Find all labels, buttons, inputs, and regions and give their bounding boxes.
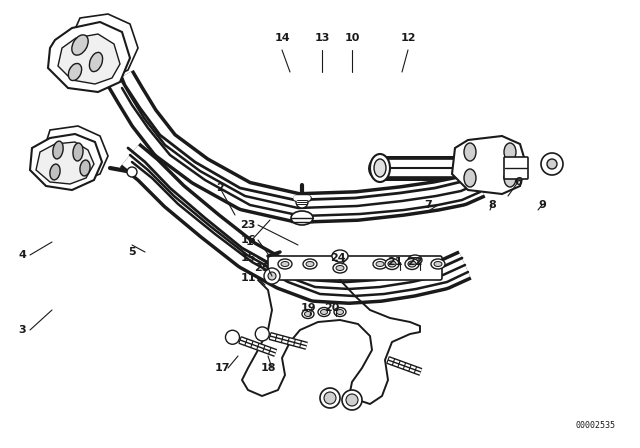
Ellipse shape — [431, 259, 445, 269]
Ellipse shape — [405, 258, 419, 270]
Ellipse shape — [291, 211, 313, 225]
Text: 8: 8 — [488, 200, 496, 210]
Ellipse shape — [333, 263, 347, 273]
Text: 14: 14 — [274, 33, 290, 43]
FancyBboxPatch shape — [268, 256, 442, 280]
Circle shape — [547, 159, 557, 169]
Polygon shape — [68, 14, 138, 80]
Ellipse shape — [434, 262, 442, 267]
Text: 12: 12 — [400, 33, 416, 43]
Ellipse shape — [303, 259, 317, 269]
Circle shape — [255, 327, 269, 341]
Circle shape — [127, 167, 137, 177]
Ellipse shape — [80, 160, 90, 176]
Ellipse shape — [334, 307, 346, 316]
Ellipse shape — [504, 169, 516, 187]
Text: 15: 15 — [240, 253, 256, 263]
Ellipse shape — [408, 261, 416, 267]
Text: 17: 17 — [214, 363, 230, 373]
Circle shape — [324, 392, 336, 404]
Ellipse shape — [72, 35, 88, 55]
Text: 2: 2 — [216, 183, 224, 193]
Polygon shape — [30, 134, 102, 190]
Ellipse shape — [68, 64, 82, 81]
Ellipse shape — [302, 310, 314, 319]
Polygon shape — [40, 126, 108, 182]
Text: 24: 24 — [330, 253, 346, 263]
Ellipse shape — [374, 159, 386, 177]
Ellipse shape — [278, 259, 292, 269]
Ellipse shape — [376, 262, 384, 267]
Ellipse shape — [388, 261, 396, 267]
Ellipse shape — [281, 262, 289, 267]
Text: 21: 21 — [387, 257, 403, 267]
Circle shape — [342, 390, 362, 410]
Circle shape — [296, 196, 308, 208]
Text: 3: 3 — [18, 325, 26, 335]
Circle shape — [346, 394, 358, 406]
Ellipse shape — [50, 164, 60, 180]
Circle shape — [320, 388, 340, 408]
Ellipse shape — [318, 307, 330, 316]
Ellipse shape — [373, 259, 387, 269]
Text: 25: 25 — [254, 263, 269, 273]
Text: 11: 11 — [240, 273, 256, 283]
Polygon shape — [58, 34, 120, 84]
Ellipse shape — [53, 141, 63, 159]
Ellipse shape — [336, 266, 344, 271]
Text: 4: 4 — [18, 250, 26, 260]
Polygon shape — [36, 142, 94, 184]
Text: 19: 19 — [300, 303, 316, 313]
Ellipse shape — [90, 52, 102, 72]
Text: 10: 10 — [344, 33, 360, 43]
Text: 22: 22 — [407, 257, 423, 267]
Circle shape — [264, 268, 280, 284]
Ellipse shape — [385, 258, 399, 270]
Circle shape — [541, 153, 563, 175]
Circle shape — [268, 272, 276, 280]
Ellipse shape — [464, 143, 476, 161]
Ellipse shape — [370, 154, 390, 182]
Text: 5: 5 — [128, 247, 136, 257]
Text: 9: 9 — [538, 200, 546, 210]
Polygon shape — [48, 22, 130, 92]
Text: 20: 20 — [324, 303, 340, 313]
Text: 13: 13 — [314, 33, 330, 43]
Ellipse shape — [73, 143, 83, 161]
Text: 6: 6 — [514, 177, 522, 187]
Text: 16: 16 — [240, 235, 256, 245]
Ellipse shape — [321, 310, 328, 314]
Ellipse shape — [408, 255, 422, 265]
Ellipse shape — [411, 258, 419, 263]
Text: 1: 1 — [246, 237, 254, 247]
Ellipse shape — [332, 250, 348, 262]
Ellipse shape — [464, 169, 476, 187]
Text: 18: 18 — [260, 363, 276, 373]
Text: 00002535: 00002535 — [575, 421, 615, 430]
Text: 7: 7 — [424, 200, 432, 210]
Ellipse shape — [305, 311, 312, 316]
FancyBboxPatch shape — [504, 157, 528, 179]
Text: 23: 23 — [240, 220, 256, 230]
Ellipse shape — [337, 310, 344, 314]
Circle shape — [225, 330, 239, 344]
Ellipse shape — [306, 262, 314, 267]
Ellipse shape — [504, 143, 516, 161]
Polygon shape — [452, 136, 526, 194]
